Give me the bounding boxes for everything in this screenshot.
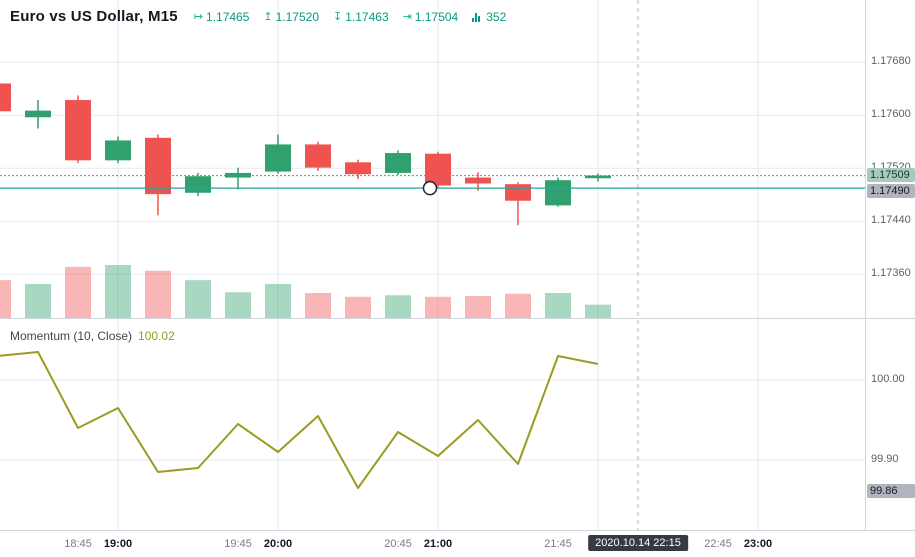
time-label: 21:45 xyxy=(544,538,572,550)
volume-bar xyxy=(0,280,11,318)
price-label: 1.17600 xyxy=(871,108,911,121)
indicator-name: Momentum (10, Close) xyxy=(10,329,133,343)
candle-body xyxy=(145,137,171,195)
candle-body xyxy=(305,144,331,168)
indicator-legend[interactable]: Momentum (10, Close) 100.02 xyxy=(10,329,175,343)
high-value: 1.17520 xyxy=(275,9,320,24)
candle-body xyxy=(425,153,451,186)
momentum-line xyxy=(0,351,599,489)
last-price-badge: 1.17509 xyxy=(867,167,915,182)
time-label: 20:00 xyxy=(263,538,293,550)
volume-bar xyxy=(545,293,571,318)
ohlc-volume: 352 xyxy=(472,10,506,24)
volume-bar xyxy=(265,283,291,318)
price-label: 1.17440 xyxy=(871,214,911,227)
time-label: 18:45 xyxy=(64,538,92,550)
candle-body xyxy=(0,83,11,112)
price-axis[interactable]: 1.176801.176001.175201.174401.17360100.0… xyxy=(865,0,915,530)
time-axis[interactable]: 18:45 19:00 19:45 20:00 20:45 21:00 21:45 22:45… xyxy=(0,530,915,557)
ohlc-low: ↧ 1.17463 xyxy=(333,10,389,24)
ohlc-high: ↥ 1.17520 xyxy=(263,10,319,24)
time-label: 21:00 xyxy=(423,538,453,550)
candle-body xyxy=(465,177,491,184)
time-label: 19:45 xyxy=(224,538,252,550)
candle-body xyxy=(585,175,611,179)
time-label: 23:00 xyxy=(743,538,773,550)
time-label: 19:00 xyxy=(103,538,133,550)
volume-bar xyxy=(25,283,51,318)
symbol-title[interactable]: Euro vs US Dollar, M15 xyxy=(10,8,178,25)
drawing-handle[interactable] xyxy=(422,180,438,196)
volume-bar xyxy=(505,293,531,318)
candle-body xyxy=(385,153,411,173)
candle-body xyxy=(345,162,371,175)
volume-bar xyxy=(425,296,451,318)
open-icon: ↦ xyxy=(193,11,204,23)
volume-bar xyxy=(145,270,171,318)
low-icon: ↧ xyxy=(333,11,343,23)
volume-bar xyxy=(305,293,331,318)
candle-body xyxy=(25,110,51,118)
volume-bar xyxy=(465,296,491,318)
momentum-axis-label: 99.90 xyxy=(871,453,899,465)
momentum-low-badge: 99.86 xyxy=(867,484,915,498)
candle-body xyxy=(265,144,291,172)
volume-bar xyxy=(585,304,611,318)
ohlc-close: ⇥ 1.17504 xyxy=(403,10,459,24)
crosshair-time-badge: 2020.10.14 22:15 xyxy=(588,535,688,551)
indicator-value: 100.02 xyxy=(138,329,175,343)
time-label: 20:45 xyxy=(384,538,412,550)
price-label: 1.17360 xyxy=(871,267,911,280)
candle-body xyxy=(545,180,571,206)
chart-legend: Euro vs US Dollar, M15 ↦ 1.17465 ↥ 1.175… xyxy=(10,8,506,25)
high-icon: ↥ xyxy=(263,11,273,23)
volume-bar xyxy=(385,295,411,318)
chart-canvas[interactable] xyxy=(0,0,865,530)
volume-bar xyxy=(105,265,131,318)
ohlc-readout: ↦ 1.17465 ↥ 1.17520 ↧ 1.17463 ⇥ 1.17504 … xyxy=(194,10,506,24)
price-label: 1.17680 xyxy=(871,55,911,68)
close-value: 1.17504 xyxy=(414,9,459,24)
volume-bar xyxy=(65,266,91,318)
volume-value: 352 xyxy=(486,9,507,24)
volume-bar xyxy=(345,296,371,318)
volume-bar xyxy=(225,292,251,318)
candle-body xyxy=(65,100,91,161)
momentum-axis-label: 100.00 xyxy=(871,373,905,385)
candle-body xyxy=(105,140,131,161)
low-value: 1.17463 xyxy=(345,9,389,24)
candle-body xyxy=(185,176,211,193)
ohlc-open: ↦ 1.17465 xyxy=(194,10,250,24)
candle-body xyxy=(505,184,531,201)
open-value: 1.17465 xyxy=(206,9,250,24)
close-icon: ⇥ xyxy=(402,11,412,23)
volume-icon xyxy=(472,12,481,22)
volume-bar xyxy=(185,280,211,318)
pane-divider[interactable] xyxy=(0,318,915,319)
time-label: 22:45 xyxy=(704,538,732,550)
crosshair-price-badge: 1.17490 xyxy=(867,183,915,198)
